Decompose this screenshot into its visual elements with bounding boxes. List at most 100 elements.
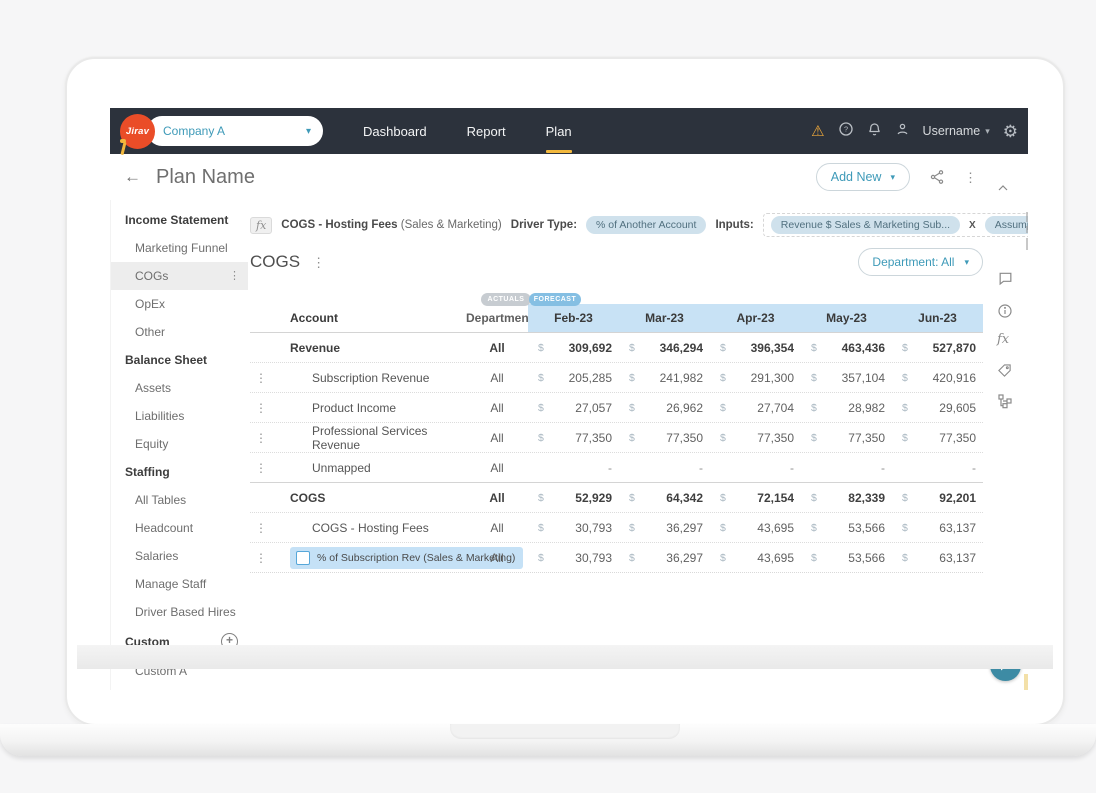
- cell-value[interactable]: 64,342: [666, 490, 703, 505]
- sidebar-item-cogs[interactable]: COGs ⋮: [111, 262, 248, 290]
- back-arrow-icon[interactable]: ←: [124, 167, 141, 186]
- sidebar-item-salaries[interactable]: Salaries: [135, 549, 179, 563]
- table-row-cogs-hosting-fees[interactable]: ⋮ COGS - Hosting Fees All $30,793 $36,29…: [250, 512, 983, 542]
- cell-value[interactable]: 396,354: [750, 340, 794, 355]
- table-row-driver-pct-subscription-rev[interactable]: ⋮ % of Subscription Rev (Sales & Marketi…: [250, 542, 983, 572]
- hierarchy-icon[interactable]: [997, 393, 1013, 414]
- cell-value[interactable]: 205,285: [568, 370, 612, 385]
- cell-value[interactable]: 241,982: [659, 370, 703, 385]
- sidebar-item-opex[interactable]: OpEx: [135, 297, 166, 311]
- cell-value[interactable]: 36,297: [666, 520, 703, 535]
- table-row-subscription-revenue[interactable]: ⋮ Subscription Revenue All $205,285 $241…: [250, 362, 983, 392]
- sidebar-item-manage-staff[interactable]: Manage Staff: [135, 577, 207, 591]
- sidebar-item-assets[interactable]: Assets: [135, 381, 172, 395]
- fx-formulas-icon[interactable]: fx: [997, 332, 1010, 347]
- table-row-revenue[interactable]: Revenue All $309,692 $346,294 $396,354 $…: [250, 332, 983, 362]
- cell-value[interactable]: 82,339: [848, 490, 885, 505]
- cell-value[interactable]: 27,704: [757, 400, 794, 415]
- cell-value[interactable]: 77,350: [575, 430, 612, 445]
- cell-value[interactable]: 52,929: [575, 490, 612, 505]
- comment-icon[interactable]: [997, 270, 1014, 291]
- cell-value[interactable]: -: [608, 460, 612, 475]
- input-chip-revenue[interactable]: Revenue $ Sales & Marketing Sub...: [770, 216, 961, 234]
- sidebar-item-marketing-funnel[interactable]: Marketing Funnel: [135, 241, 228, 255]
- cell-value[interactable]: 309,692: [568, 340, 612, 355]
- cell-value[interactable]: 77,350: [848, 430, 885, 445]
- row-kebab-icon[interactable]: ⋮: [255, 520, 267, 535]
- cell-value[interactable]: -: [881, 460, 885, 475]
- cell-value[interactable]: 30,793: [575, 520, 612, 535]
- input-chip-assumption[interactable]: Assumptiion: Hosting Fees as a % of Reve…: [984, 216, 1028, 234]
- row-kebab-icon[interactable]: ⋮: [255, 400, 267, 415]
- cell-value[interactable]: 53,566: [848, 520, 885, 535]
- cell-value[interactable]: 43,695: [757, 520, 794, 535]
- cell-value[interactable]: 43,695: [757, 550, 794, 565]
- cell-value[interactable]: -: [790, 460, 794, 475]
- jirav-logo[interactable]: Jirav: [120, 113, 155, 155]
- nav-tab-plan[interactable]: Plan: [545, 109, 572, 153]
- row-kebab-icon[interactable]: ⋮: [255, 370, 267, 385]
- more-options-icon[interactable]: ⋮: [964, 169, 977, 185]
- sidebar-item-other[interactable]: Other: [135, 325, 166, 339]
- department-filter[interactable]: Department: All ▾: [858, 248, 983, 276]
- share-icon[interactable]: [929, 169, 945, 185]
- row-kebab-icon[interactable]: ⋮: [255, 430, 267, 445]
- table-row-unmapped[interactable]: ⋮ Unmapped All - - - - -: [250, 452, 983, 482]
- cell-value[interactable]: 29,605: [939, 400, 976, 415]
- cell-value[interactable]: 77,350: [939, 430, 976, 445]
- cell-value[interactable]: 77,350: [757, 430, 794, 445]
- row-checkbox[interactable]: [296, 550, 310, 565]
- cell-value[interactable]: 420,916: [932, 370, 976, 385]
- table-row-product-income[interactable]: ⋮ Product Income All $27,057 $26,962 $27…: [250, 392, 983, 422]
- row-kebab-icon[interactable]: ⋮: [255, 550, 267, 565]
- username-menu[interactable]: Username ▾: [923, 124, 990, 138]
- info-icon[interactable]: [997, 303, 1013, 324]
- cell-value[interactable]: 77,350: [666, 430, 703, 445]
- cell-value[interactable]: 527,870: [932, 340, 976, 355]
- bell-icon[interactable]: [867, 121, 882, 142]
- gear-icon[interactable]: ⚙: [1002, 121, 1018, 141]
- company-selector[interactable]: Company A ▾: [147, 116, 323, 146]
- cell-value[interactable]: 28,982: [848, 400, 885, 415]
- cell-value[interactable]: 92,201: [939, 490, 976, 505]
- cell-value[interactable]: 53,566: [848, 550, 885, 565]
- cell-value[interactable]: 30,793: [575, 550, 612, 565]
- nav-tab-report[interactable]: Report: [466, 124, 506, 139]
- table-row-cogs[interactable]: COGS All $52,929 $64,342 $72,154 $82,339…: [250, 482, 983, 512]
- cell-value[interactable]: 63,137: [939, 520, 976, 535]
- table-options-icon[interactable]: ⋮: [312, 254, 326, 270]
- sidebar-item-all-tables[interactable]: All Tables: [135, 493, 187, 507]
- cell-value[interactable]: -: [972, 460, 976, 475]
- cell-value[interactable]: 26,962: [666, 400, 703, 415]
- cell-value[interactable]: 291,300: [750, 370, 794, 385]
- cell-value[interactable]: 27,057: [575, 400, 612, 415]
- nav-tab-dashboard[interactable]: Dashboard: [363, 124, 427, 139]
- dollar-icon: $: [629, 521, 635, 534]
- cell-value[interactable]: 72,154: [757, 490, 794, 505]
- sidebar-item-liabilities[interactable]: Liabilities: [135, 409, 185, 423]
- kebab-icon[interactable]: ⋮: [229, 269, 240, 282]
- sidebar-item-driver-based-hires[interactable]: Driver Based Hires: [135, 605, 236, 619]
- chevron-up-icon[interactable]: [997, 180, 1009, 198]
- driver-highlight-chip[interactable]: % of Subscription Rev (Sales & Marketing…: [290, 546, 524, 569]
- cell-value[interactable]: 463,436: [841, 340, 885, 355]
- giraffe-head-icon: [120, 138, 126, 143]
- sidebar-item-equity[interactable]: Equity: [135, 437, 169, 451]
- dollar-icon: $: [720, 491, 726, 504]
- cell-value[interactable]: -: [699, 460, 703, 475]
- driver-type-chip[interactable]: % of Another Account: [586, 216, 707, 234]
- help-icon[interactable]: ?: [838, 121, 854, 142]
- cell-value[interactable]: 357,104: [841, 370, 885, 385]
- dollar-icon: $: [720, 431, 726, 444]
- add-new-button[interactable]: Add New ▾: [815, 163, 910, 191]
- table-row-professional-services-revenue[interactable]: ⋮ Professional Services Revenue All $77,…: [250, 422, 983, 452]
- cell-value[interactable]: 63,137: [939, 550, 976, 565]
- sidebar-item-custom-b[interactable]: Custom B: [111, 685, 248, 690]
- cell-value[interactable]: 346,294: [659, 340, 703, 355]
- warning-icon[interactable]: ⚠: [811, 122, 825, 140]
- sidebar-item-headcount[interactable]: Headcount: [135, 521, 194, 535]
- cell-value[interactable]: 36,297: [666, 550, 703, 565]
- tag-icon[interactable]: [997, 363, 1012, 383]
- user-icon[interactable]: [895, 121, 910, 142]
- row-kebab-icon[interactable]: ⋮: [255, 460, 267, 475]
